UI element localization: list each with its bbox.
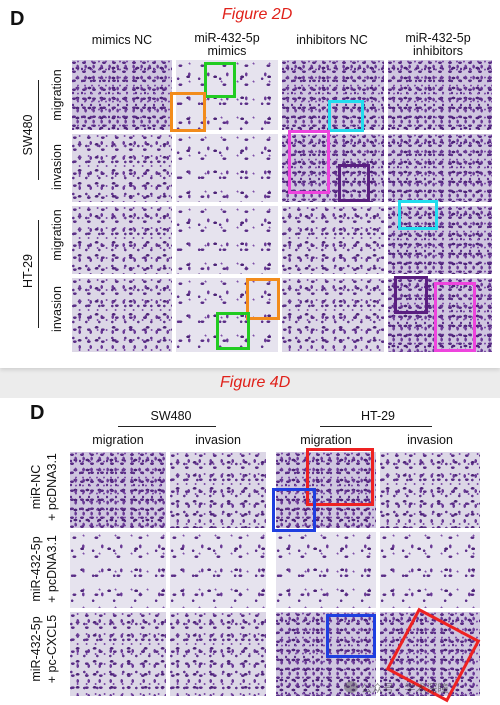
highlight-box-orange [170, 92, 206, 132]
micrograph [72, 278, 172, 352]
row-label: migration [50, 209, 64, 261]
row-label: + pcDNA3.1 [45, 453, 59, 521]
panel-letter: D [10, 8, 25, 30]
row-label: + pc-CXCL5 [45, 614, 59, 684]
micrograph [380, 532, 480, 608]
watermark: 公众号 · 学术深瞳 [361, 682, 449, 695]
column-header: invasion [407, 433, 453, 447]
highlight-box-purple [338, 164, 370, 202]
column-header: miR-432-5p mimics [194, 31, 260, 58]
micrograph [176, 206, 278, 274]
figure-caption: Figure 2D [222, 6, 293, 23]
cell-line-label: SW480 [21, 114, 35, 156]
highlight-box-orange [246, 278, 280, 320]
micrograph [72, 134, 172, 202]
column-header: inhibitors NC [296, 33, 368, 47]
row-label: miR-432-5p [29, 616, 43, 682]
column-header: invasion [195, 433, 241, 447]
highlight-box-cyan [328, 100, 364, 132]
figure-caption: Figure 4D [220, 374, 291, 391]
column-header: migration [300, 433, 352, 447]
panel-letter: D [30, 402, 45, 424]
highlight-box-green [204, 62, 236, 98]
highlight-box-blue [272, 488, 316, 532]
micrograph [70, 532, 166, 608]
micrograph [388, 134, 492, 202]
row-label: migration [50, 69, 64, 121]
cell-line-label: SW480 [150, 409, 192, 423]
figure-2d-panel: D Figure 2D mimics NC miR-432-5p mimics … [0, 0, 500, 368]
row-label: + pcDNA3.1 [45, 535, 59, 603]
row-label: miR-432-5p [29, 536, 43, 602]
micrograph [276, 532, 376, 608]
highlight-box-magenta [434, 282, 476, 352]
highlight-box-red [306, 448, 374, 506]
column-header: migration [92, 433, 144, 447]
micrograph [170, 452, 266, 528]
micrograph [380, 452, 480, 528]
micrograph [72, 60, 172, 130]
micrograph [388, 60, 492, 130]
micrograph [70, 452, 166, 528]
micrograph [170, 612, 266, 696]
column-header: mimics NC [91, 33, 153, 47]
micrograph [170, 532, 266, 608]
highlight-box-magenta [288, 130, 330, 194]
column-header: miR-432-5p inhibitors [405, 31, 471, 58]
micrograph [282, 278, 384, 352]
wechat-icon [344, 681, 358, 693]
micrograph [72, 206, 172, 274]
figure-4d-panel: D SW480 HT-29 migration invasion migrati… [0, 398, 500, 705]
row-label: invasion [50, 144, 64, 190]
micrograph [176, 134, 278, 202]
row-label: invasion [50, 286, 64, 332]
micrograph [70, 612, 166, 696]
highlight-box-purple [394, 276, 428, 314]
micrograph [388, 206, 492, 274]
highlight-box-green [216, 312, 250, 350]
micrograph [380, 612, 480, 696]
micrograph [282, 206, 384, 274]
cell-line-label: HT-29 [21, 253, 35, 289]
cell-line-label: HT-29 [360, 409, 396, 423]
row-label: miR-NC [29, 464, 43, 510]
micrograph [282, 60, 384, 130]
highlight-box-blue [326, 614, 376, 658]
micrograph [176, 278, 278, 352]
highlight-box-cyan [398, 200, 438, 230]
